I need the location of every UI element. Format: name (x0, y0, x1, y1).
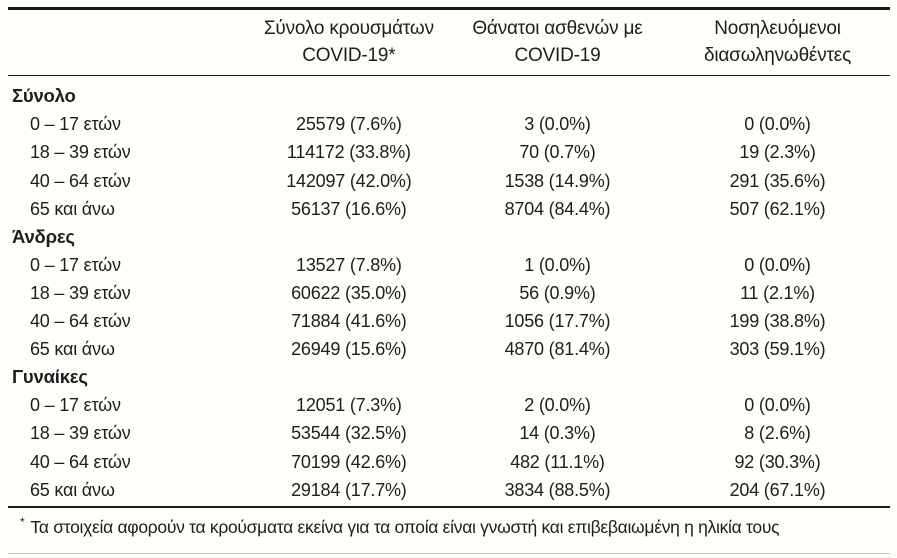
column-header-intubated-line1: Νοσηλευόμενοι (714, 17, 841, 39)
intubated-value: 303 (59.1%) (729, 339, 826, 360)
cases-value: 53544 (32.5%) (291, 423, 407, 444)
cases-value: 13527 (7.8%) (296, 254, 402, 275)
cases-value: 142097 (42.0%) (286, 170, 412, 191)
table-row: 0 – 17 ετών 25579 (7.6%) 3 (0.0%) 0 (0.0… (8, 110, 890, 138)
covid-age-distribution-table: Σύνολο κρουσμάτων COVID-19* Θάνατοι ασθε… (8, 7, 890, 554)
intubated-value: 199 (38.8%) (729, 311, 826, 332)
age-group-label: 65 και άνω (30, 479, 115, 500)
age-group-label: 0 – 17 ετών (30, 395, 121, 416)
section-header-men: Άνδρες (8, 223, 890, 251)
table-row: 18 – 39 ετών 114172 (33.8%) 70 (0.7%) 19… (8, 138, 890, 166)
intubated-value: 8 (2.6%) (744, 423, 811, 444)
column-header-intubated: Νοσηλευόμενοι διασωληνωθέντες (665, 15, 890, 69)
age-group-label: 0 – 17 ετών (30, 254, 121, 275)
column-header-deaths-line1: Θάνατοι ασθενών με (472, 17, 643, 39)
bottom-rule (8, 552, 890, 554)
deaths-value: 56 (0.9%) (519, 282, 596, 303)
table-row: 18 – 39 ετών 53544 (32.5%) 14 (0.3%) 8 (… (8, 419, 890, 447)
deaths-value: 482 (11.1%) (510, 451, 605, 472)
intubated-value: 204 (67.1%) (729, 479, 826, 500)
age-group-label: 65 και άνω (30, 339, 115, 360)
table-body: Σύνολο 0 – 17 ετών 25579 (7.6%) 3 (0.0%)… (8, 76, 890, 505)
table-row: 65 και άνω 56137 (16.6%) 8704 (84.4%) 50… (8, 195, 890, 223)
age-group-label: 40 – 64 ετών (30, 451, 131, 472)
cases-value: 71884 (41.6%) (291, 311, 407, 332)
table-row: 40 – 64 ετών 71884 (41.6%) 1056 (17.7%) … (8, 307, 890, 335)
intubated-value: 11 (2.1%) (740, 282, 815, 303)
age-group-label: 40 – 64 ετών (30, 170, 131, 191)
deaths-value: 1 (0.0%) (524, 254, 591, 275)
deaths-value: 3834 (88.5%) (504, 479, 611, 500)
cases-value: 12051 (7.3%) (296, 395, 402, 416)
intubated-value: 0 (0.0%) (744, 114, 811, 135)
top-rule (8, 7, 890, 10)
cases-value: 70199 (42.6%) (291, 451, 407, 472)
header-rule (8, 74, 890, 77)
column-header-cases: Σύνολο κρουσμάτων COVID-19* (248, 15, 450, 69)
cases-value: 56137 (16.6%) (291, 198, 407, 219)
deaths-value: 1538 (14.9%) (504, 170, 611, 191)
deaths-value: 1056 (17.7%) (504, 311, 611, 332)
section-label-women: Γυναίκες (12, 366, 88, 388)
corner-cell (8, 15, 248, 69)
age-group-label: 0 – 17 ετών (30, 114, 121, 135)
table-row: 0 – 17 ετών 13527 (7.8%) 1 (0.0%) 0 (0.0… (8, 251, 890, 279)
section-label-men: Άνδρες (12, 225, 75, 247)
table-row: 0 – 17 ετών 12051 (7.3%) 2 (0.0%) 0 (0.0… (8, 391, 890, 419)
footnote-marker: * (20, 514, 25, 529)
intubated-value: 291 (35.6%) (729, 170, 826, 191)
column-header-deaths-line2: COVID-19 (514, 44, 601, 66)
footnote-rule (8, 505, 890, 508)
section-header-women: Γυναίκες (8, 363, 890, 391)
column-header-deaths: Θάνατοι ασθενών με COVID-19 (450, 15, 665, 69)
section-header-total: Σύνολο (8, 82, 890, 110)
cases-value: 25579 (7.6%) (296, 114, 402, 135)
intubated-value: 19 (2.3%) (739, 142, 816, 163)
footnote-text: Τα στοιχεία αφορούν τα κρούσματα εκείνα … (30, 516, 780, 537)
table-row: 65 και άνω 26949 (15.6%) 4870 (81.4%) 30… (8, 335, 890, 363)
deaths-value: 4870 (81.4%) (504, 339, 611, 360)
column-header-intubated-line2: διασωληνωθέντες (703, 44, 852, 66)
age-group-label: 18 – 39 ετών (30, 282, 131, 303)
cases-value: 26949 (15.6%) (291, 339, 407, 360)
deaths-value: 14 (0.3%) (519, 423, 596, 444)
intubated-value: 92 (30.3%) (734, 451, 821, 472)
age-group-label: 18 – 39 ετών (30, 142, 131, 163)
intubated-value: 507 (62.1%) (729, 198, 826, 219)
deaths-value: 70 (0.7%) (519, 142, 596, 163)
age-group-label: 65 και άνω (30, 198, 115, 219)
table-row: 65 και άνω 29184 (17.7%) 3834 (88.5%) 20… (8, 476, 890, 504)
intubated-value: 0 (0.0%) (744, 254, 811, 275)
intubated-value: 0 (0.0%) (744, 395, 811, 416)
deaths-value: 3 (0.0%) (524, 114, 591, 135)
deaths-value: 2 (0.0%) (524, 395, 591, 416)
cases-value: 114172 (33.8%) (286, 142, 411, 163)
cases-value: 60622 (35.0%) (291, 282, 407, 303)
age-group-label: 40 – 64 ετών (30, 311, 131, 332)
table-row: 40 – 64 ετών 142097 (42.0%) 1538 (14.9%)… (8, 167, 890, 195)
table-row: 40 – 64 ετών 70199 (42.6%) 482 (11.1%) 9… (8, 448, 890, 476)
column-header-cases-line2: COVID-19* (302, 44, 396, 66)
deaths-value: 8704 (84.4%) (504, 198, 611, 219)
section-label-total: Σύνολο (12, 85, 76, 107)
column-header-cases-line1: Σύνολο κρουσμάτων (263, 17, 434, 39)
cases-value: 29184 (17.7%) (291, 479, 407, 500)
footnote: * Τα στοιχεία αφορούν τα κρούσματα εκείνα… (8, 508, 890, 540)
table-header: Σύνολο κρουσμάτων COVID-19* Θάνατοι ασθε… (8, 10, 890, 75)
age-group-label: 18 – 39 ετών (30, 423, 131, 444)
table-row: 18 – 39 ετών 60622 (35.0%) 56 (0.9%) 11 … (8, 279, 890, 307)
